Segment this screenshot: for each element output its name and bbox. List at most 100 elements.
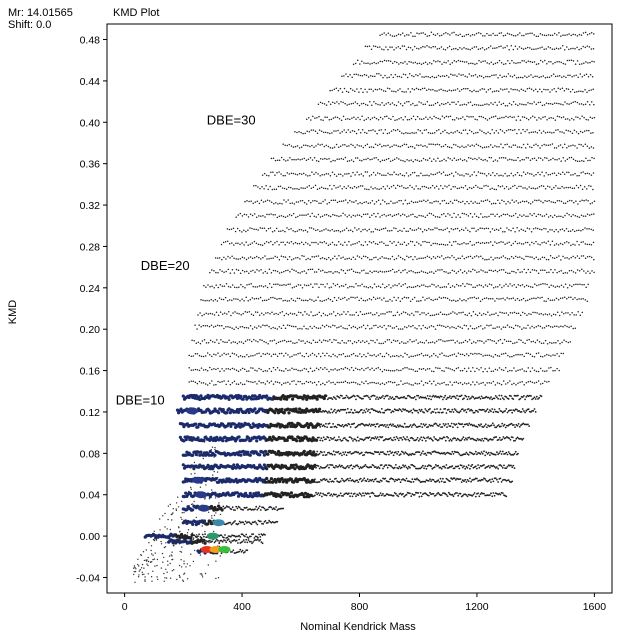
data-point bbox=[472, 493, 475, 496]
data-point bbox=[395, 244, 397, 246]
data-point bbox=[206, 522, 210, 526]
data-point bbox=[432, 479, 435, 481]
data-point bbox=[537, 324, 540, 327]
data-point bbox=[287, 283, 289, 286]
data-point bbox=[312, 450, 316, 454]
data-point bbox=[439, 383, 441, 385]
data-point bbox=[558, 369, 560, 372]
data-point bbox=[527, 423, 529, 426]
data-point bbox=[541, 356, 544, 358]
data-point bbox=[447, 408, 450, 411]
data-point bbox=[290, 240, 293, 243]
data-point bbox=[452, 241, 455, 243]
data-point bbox=[322, 424, 325, 427]
data-point bbox=[313, 354, 316, 356]
data-point bbox=[588, 243, 591, 246]
data-point bbox=[301, 382, 303, 385]
data-point bbox=[504, 243, 506, 245]
data-point bbox=[487, 242, 490, 244]
data-point bbox=[544, 269, 546, 271]
data-point bbox=[287, 381, 289, 384]
data-point bbox=[458, 311, 460, 314]
data-point bbox=[259, 227, 262, 229]
data-point bbox=[586, 243, 589, 246]
data-point bbox=[551, 299, 554, 301]
data-point bbox=[524, 230, 527, 233]
data-point bbox=[317, 255, 320, 257]
data-point bbox=[227, 538, 230, 541]
data-point bbox=[383, 297, 385, 299]
data-point bbox=[494, 241, 496, 243]
data-point bbox=[235, 298, 237, 300]
data-point bbox=[250, 270, 252, 273]
data-point bbox=[500, 353, 503, 355]
data-point bbox=[490, 492, 492, 495]
data-point bbox=[474, 269, 476, 271]
data-point bbox=[376, 228, 379, 231]
data-point bbox=[490, 396, 492, 399]
data-point bbox=[445, 398, 448, 401]
data-point bbox=[371, 478, 374, 481]
data-point bbox=[457, 352, 460, 354]
data-point bbox=[511, 436, 514, 439]
data-point bbox=[549, 244, 552, 246]
data-point bbox=[553, 230, 555, 233]
data-point bbox=[567, 312, 569, 314]
data-point bbox=[523, 410, 525, 412]
data-point bbox=[400, 271, 402, 274]
data-point bbox=[581, 268, 583, 271]
data-point bbox=[284, 243, 286, 246]
data-point bbox=[280, 407, 284, 411]
data-point bbox=[455, 367, 458, 370]
data-point bbox=[342, 479, 344, 482]
data-point bbox=[395, 325, 398, 328]
data-point bbox=[517, 353, 519, 356]
data-point bbox=[402, 451, 404, 454]
data-point bbox=[408, 270, 410, 272]
data-point bbox=[387, 381, 390, 383]
data-point bbox=[336, 495, 339, 498]
data-point bbox=[336, 438, 339, 441]
data-point bbox=[473, 255, 476, 258]
data-point bbox=[462, 425, 465, 428]
data-point bbox=[286, 227, 288, 229]
data-point bbox=[496, 242, 498, 245]
data-point bbox=[334, 354, 336, 357]
data-point bbox=[353, 409, 356, 411]
data-point bbox=[339, 492, 342, 495]
data-point bbox=[385, 426, 387, 428]
data-point bbox=[237, 356, 240, 358]
data-point bbox=[230, 228, 233, 230]
data-point bbox=[391, 300, 393, 302]
data-point bbox=[459, 269, 462, 271]
data-point bbox=[533, 269, 536, 271]
data-point bbox=[248, 355, 250, 358]
data-point bbox=[556, 271, 558, 274]
data-point bbox=[369, 258, 371, 261]
data-point bbox=[416, 271, 419, 274]
data-point bbox=[197, 314, 199, 316]
data-point bbox=[507, 398, 510, 400]
data-point bbox=[477, 464, 479, 466]
data-point bbox=[304, 342, 306, 345]
data-point bbox=[443, 381, 445, 384]
data-point bbox=[478, 284, 481, 286]
data-point bbox=[474, 352, 476, 355]
data-point bbox=[216, 300, 219, 302]
data-point bbox=[533, 382, 536, 384]
data-point bbox=[383, 271, 386, 273]
data-point bbox=[324, 366, 326, 369]
data-point bbox=[229, 272, 232, 274]
data-point bbox=[349, 340, 352, 342]
data-point bbox=[494, 395, 497, 397]
data-point bbox=[449, 257, 451, 259]
data-point bbox=[367, 366, 369, 369]
data-point bbox=[523, 383, 525, 386]
data-point bbox=[269, 227, 272, 229]
data-point bbox=[347, 440, 350, 442]
data-point bbox=[413, 493, 416, 496]
data-point bbox=[381, 326, 383, 329]
data-point bbox=[433, 380, 435, 382]
data-point bbox=[439, 311, 442, 314]
data-point bbox=[260, 312, 263, 315]
